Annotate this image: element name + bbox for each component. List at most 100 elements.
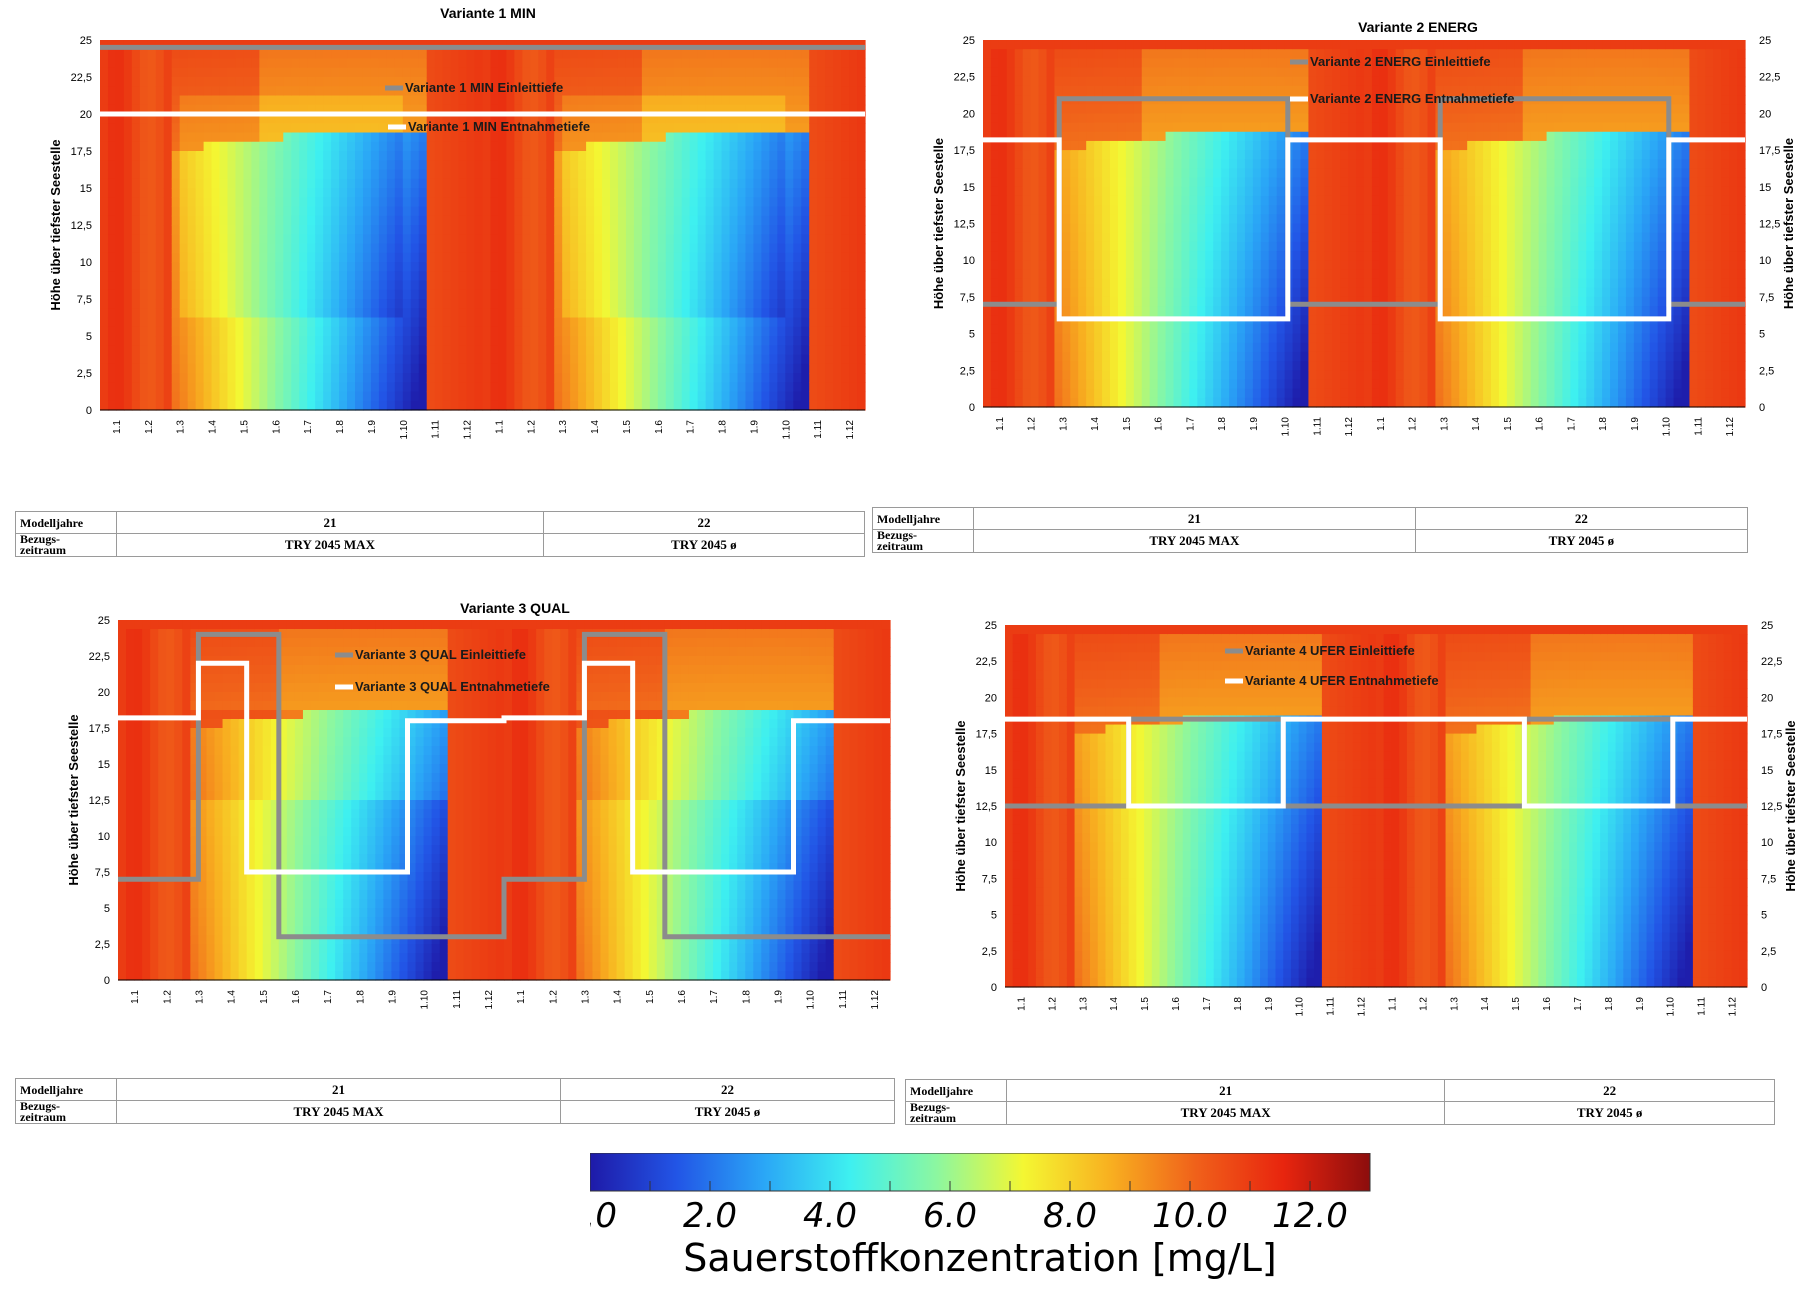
- heatmap-cell: [362, 252, 372, 263]
- heatmap-cell: [355, 299, 364, 309]
- heatmap-cell: [115, 289, 125, 300]
- heatmap-cell: [1117, 370, 1127, 381]
- heatmap-cell: [594, 49, 603, 60]
- heatmap-cell: [187, 299, 197, 309]
- heatmap-cell: [171, 308, 181, 319]
- heatmap-cell: [849, 345, 858, 356]
- heatmap-cell: [410, 132, 420, 143]
- heatmap-cell: [817, 151, 826, 161]
- heatmap-cell: [554, 151, 563, 161]
- heatmap-cell: [1030, 186, 1040, 197]
- heatmap-cell: [649, 363, 659, 374]
- heatmap-cell: [522, 289, 531, 300]
- heatmap-cell: [107, 104, 117, 115]
- heatmap-cell: [1006, 122, 1016, 133]
- heatmap-cell: [554, 104, 563, 115]
- heatmap-cell: [179, 317, 189, 328]
- heatmap-cell: [355, 215, 364, 226]
- heatmap-cell: [458, 354, 468, 365]
- row-label-modelljahre: Modelljahre: [15, 511, 117, 534]
- heatmap-cell: [689, 234, 699, 245]
- heatmap-cell: [610, 373, 619, 383]
- heatmap-cell: [1046, 168, 1056, 179]
- heatmap-cell: [195, 262, 205, 272]
- heatmap-cell: [1189, 205, 1198, 215]
- heatmap-cell: [1022, 140, 1032, 151]
- heatmap-cell: [1125, 241, 1135, 252]
- heatmap-cell: [474, 373, 484, 383]
- heatmap-cell: [753, 58, 763, 69]
- heatmap-cell: [339, 95, 348, 106]
- heatmap-cell: [998, 287, 1008, 298]
- heatmap-cell: [466, 114, 476, 124]
- heatmap-cell: [442, 299, 452, 309]
- heatmap-cell: [801, 225, 810, 235]
- heatmap-cell: [243, 132, 253, 143]
- heatmap-cell: [729, 169, 739, 180]
- heatmap-cell: [107, 67, 117, 78]
- heatmap-cell: [1078, 140, 1087, 151]
- heatmap-cell: [203, 141, 213, 152]
- heatmap-cell: [1030, 177, 1040, 188]
- heatmap-cell: [219, 151, 229, 161]
- heatmap-cell: [1086, 195, 1095, 206]
- heatmap-cell: [1125, 58, 1135, 69]
- heatmap-cell: [1117, 223, 1127, 234]
- heatmap-cell: [801, 132, 810, 143]
- heatmap-cell: [299, 252, 308, 263]
- heatmap-cell: [163, 114, 173, 124]
- heatmap-cell: [211, 141, 221, 152]
- heatmap-cell: [554, 345, 563, 356]
- heatmap-cell: [721, 271, 731, 282]
- heatmap-cell: [195, 215, 205, 226]
- heatmap-cell: [426, 215, 436, 226]
- heatmap-cell: [1189, 223, 1198, 234]
- heatmap-cell: [331, 178, 340, 189]
- x-tick-label: 1.8: [335, 420, 346, 434]
- heatmap-cell: [570, 317, 579, 328]
- heatmap-cell: [386, 363, 396, 374]
- heatmap-cell: [307, 400, 316, 411]
- heatmap-cell: [801, 58, 810, 69]
- heatmap-cell: [227, 215, 237, 226]
- heatmap-cell: [1165, 104, 1175, 114]
- heatmap-cell: [833, 104, 842, 115]
- heatmap-cell: [857, 58, 866, 69]
- heatmap-cell: [219, 215, 229, 226]
- heatmap-cell: [769, 132, 778, 143]
- heatmap-cell: [291, 188, 300, 198]
- heatmap-cell: [331, 95, 340, 106]
- heatmap-cell: [721, 363, 731, 374]
- heatmap-cell: [187, 58, 197, 69]
- heatmap-cell: [1133, 232, 1143, 243]
- heatmap-cell: [761, 67, 770, 78]
- heatmap-cell: [355, 308, 364, 319]
- heatmap-cell: [586, 252, 595, 263]
- heatmap-cell: [1110, 397, 1119, 408]
- heatmap-cell: [990, 150, 1000, 160]
- heatmap-cell: [998, 324, 1008, 335]
- heatmap-cell: [171, 77, 181, 87]
- heatmap-cell: [825, 160, 834, 171]
- heatmap-cell: [809, 363, 818, 374]
- heatmap-cell: [1070, 388, 1079, 399]
- heatmap-cell: [283, 382, 292, 393]
- heatmap-cell: [1181, 223, 1190, 234]
- heatmap-cell: [450, 271, 460, 282]
- heatmap-cell: [697, 382, 707, 393]
- heatmap-cell: [633, 373, 643, 383]
- heatmap-cell: [538, 317, 547, 328]
- heatmap-cell: [849, 58, 858, 69]
- heatmap-cell: [394, 77, 404, 87]
- heatmap-cell: [331, 225, 340, 235]
- heatmap-cell: [1046, 159, 1056, 170]
- heatmap-cell: [538, 95, 547, 106]
- heatmap-cell: [617, 373, 627, 383]
- heatmap-cell: [131, 382, 141, 393]
- heatmap-cell: [673, 289, 683, 300]
- heatmap-cell: [594, 391, 603, 402]
- heatmap-cell: [857, 141, 866, 152]
- heatmap-cell: [641, 141, 651, 152]
- heatmap-cell: [355, 86, 364, 97]
